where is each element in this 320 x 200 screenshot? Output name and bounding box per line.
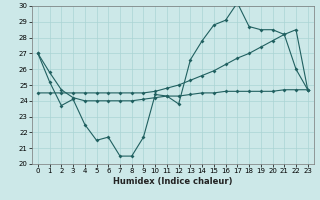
- X-axis label: Humidex (Indice chaleur): Humidex (Indice chaleur): [113, 177, 233, 186]
